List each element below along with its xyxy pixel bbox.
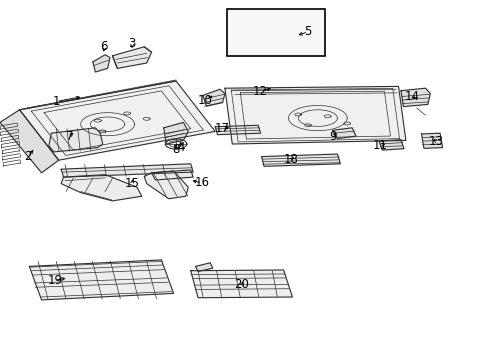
Polygon shape — [112, 47, 151, 68]
Polygon shape — [224, 86, 405, 144]
Text: 6: 6 — [100, 40, 108, 53]
Text: 14: 14 — [404, 90, 418, 103]
Text: 1: 1 — [52, 95, 60, 108]
Polygon shape — [29, 260, 173, 300]
Text: 4: 4 — [177, 141, 184, 154]
Text: 10: 10 — [198, 94, 212, 107]
Polygon shape — [61, 164, 193, 177]
Polygon shape — [421, 133, 442, 148]
Polygon shape — [93, 55, 110, 72]
Polygon shape — [0, 110, 59, 173]
Bar — [227, 9, 325, 56]
Text: 15: 15 — [124, 177, 139, 190]
Text: 2: 2 — [24, 150, 32, 163]
Text: 8: 8 — [172, 143, 180, 156]
Polygon shape — [151, 170, 193, 180]
Text: 20: 20 — [234, 278, 249, 291]
Text: 3: 3 — [128, 37, 136, 50]
Text: 19: 19 — [47, 274, 62, 287]
Text: 9: 9 — [328, 130, 336, 143]
Text: 16: 16 — [194, 176, 209, 189]
Polygon shape — [195, 263, 212, 271]
Text: 13: 13 — [428, 135, 443, 148]
Text: 18: 18 — [283, 153, 298, 166]
Polygon shape — [61, 175, 142, 201]
Polygon shape — [144, 171, 188, 199]
Text: 11: 11 — [372, 139, 387, 152]
Polygon shape — [190, 270, 292, 298]
Text: 5: 5 — [304, 25, 311, 38]
Polygon shape — [20, 81, 215, 160]
Polygon shape — [163, 122, 188, 144]
Polygon shape — [215, 125, 260, 135]
Polygon shape — [203, 89, 224, 106]
Polygon shape — [332, 128, 355, 139]
Polygon shape — [378, 140, 403, 150]
Text: 7: 7 — [65, 130, 73, 143]
Polygon shape — [400, 88, 429, 107]
Polygon shape — [261, 154, 340, 166]
Text: 17: 17 — [215, 122, 229, 135]
Text: 12: 12 — [253, 85, 267, 98]
Polygon shape — [49, 128, 102, 152]
